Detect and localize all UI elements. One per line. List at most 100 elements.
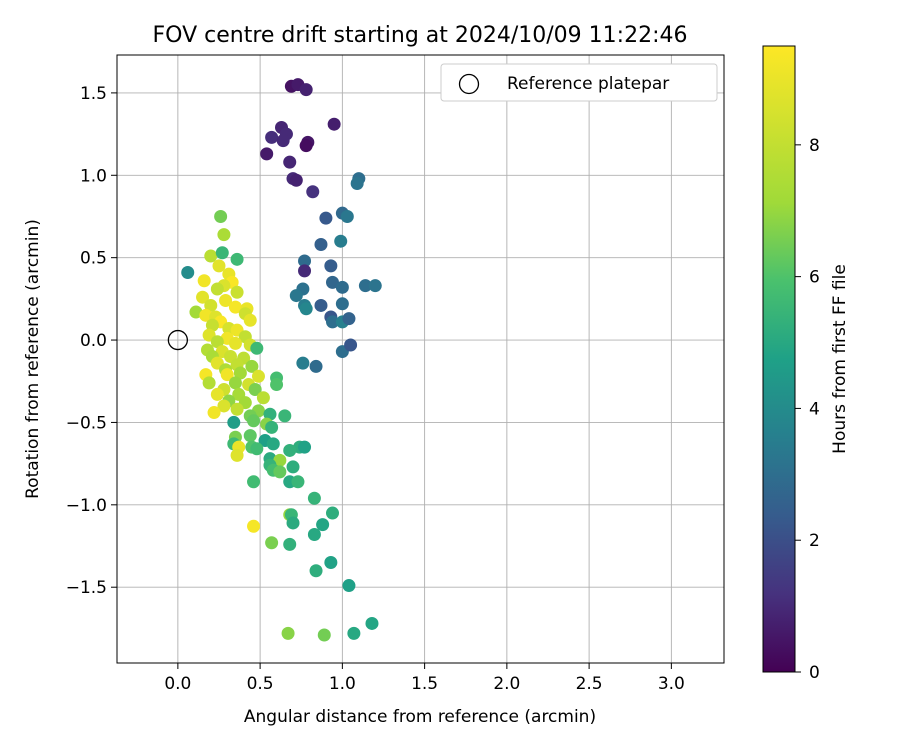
data-point-146 (342, 579, 356, 593)
data-point-134 (307, 491, 321, 505)
data-point-145 (309, 564, 323, 578)
data-point-25 (325, 275, 339, 289)
data-point-48 (230, 252, 244, 266)
data-point-42 (309, 359, 323, 373)
data-point-10 (260, 147, 274, 161)
chart-title: FOV centre drift starting at 2024/10/09 … (153, 23, 688, 48)
data-point-92 (228, 376, 242, 390)
data-point-140 (247, 519, 261, 533)
data-point-18 (340, 209, 354, 223)
data-point-105 (207, 406, 221, 420)
data-point-21 (314, 237, 328, 251)
data-point-58 (204, 298, 218, 312)
data-point-124 (230, 448, 244, 462)
data-point-66 (243, 313, 257, 327)
data-point-16 (350, 177, 364, 191)
colorbar-ticks: 0 2 4 6 8 (795, 136, 820, 683)
data-point-56 (196, 290, 210, 304)
data-point-26 (335, 280, 349, 294)
data-point-137 (325, 506, 339, 520)
data-point-107 (263, 407, 277, 421)
data-point-126 (273, 453, 287, 467)
data-point-94 (270, 378, 284, 392)
data-point-147 (281, 626, 295, 640)
data-point-32 (314, 298, 328, 312)
y-tick-label-4: 0.5 (80, 249, 107, 269)
data-point-57 (219, 294, 233, 308)
data-point-28 (368, 279, 382, 293)
data-point-103 (230, 402, 244, 416)
data-point-112 (265, 420, 279, 434)
data-point-31 (335, 297, 349, 311)
colorbar-tick-label-3: 6 (809, 268, 820, 288)
data-point-114 (243, 429, 257, 443)
data-point-9 (299, 139, 313, 153)
data-point-43 (181, 265, 195, 279)
data-point-51 (197, 274, 211, 288)
y-tick-label-5: 1.0 (80, 166, 107, 186)
data-point-109 (227, 415, 241, 429)
colorbar-tick-label-2: 4 (809, 399, 820, 419)
x-tick-label-0: 0.0 (164, 674, 191, 694)
data-point-59 (228, 300, 242, 314)
data-point-133 (247, 475, 261, 489)
data-point-102 (217, 399, 231, 413)
x-tick-label-3: 1.5 (411, 674, 438, 694)
data-point-130 (273, 465, 287, 479)
colorbar: 0 2 4 6 8 Hours from first FF file (762, 45, 850, 683)
data-point-45 (217, 228, 231, 242)
data-point-141 (307, 527, 321, 541)
data-point-142 (265, 536, 279, 550)
data-point-74 (228, 336, 242, 350)
y-tick-label-0: −1.5 (66, 578, 107, 598)
data-point-122 (298, 440, 312, 454)
data-point-123 (283, 443, 297, 457)
data-point-11 (283, 155, 297, 169)
data-point-24 (298, 264, 312, 278)
y-tick-label-6: 1.5 (80, 84, 107, 104)
data-point-150 (365, 616, 379, 630)
data-point-19 (319, 211, 333, 225)
y-axis-label: Rotation from reference (arcmin) (23, 219, 43, 499)
data-point-149 (347, 626, 361, 640)
data-point-128 (286, 460, 300, 474)
legend: Reference platepar (440, 63, 718, 102)
data-point-34 (299, 302, 313, 316)
y-tick-label-2: −0.5 (66, 413, 107, 433)
data-point-91 (202, 376, 216, 390)
data-point-14 (306, 185, 320, 199)
colorbar-tick-label-0: 0 (809, 663, 820, 683)
data-point-99 (256, 391, 270, 405)
colorbar-tick-label-4: 8 (809, 136, 820, 156)
data-point-78 (250, 341, 264, 355)
data-point-117 (266, 437, 280, 451)
colorbar-gradient (762, 45, 796, 673)
colorbar-tick-label-1: 2 (809, 531, 820, 551)
data-point-47 (215, 246, 229, 260)
data-point-36 (325, 315, 339, 329)
x-tick-label-5: 2.5 (576, 674, 603, 694)
data-point-96 (248, 382, 262, 396)
legend-entry-reference: Reference platepar (507, 74, 669, 94)
data-points (181, 78, 382, 642)
data-point-62 (199, 308, 213, 322)
x-tick-label-4: 2.0 (493, 674, 520, 694)
data-point-30 (289, 289, 303, 303)
data-point-132 (291, 475, 305, 489)
data-point-22 (298, 254, 312, 268)
data-point-73 (210, 335, 224, 349)
data-point-87 (233, 366, 247, 380)
data-point-144 (324, 555, 338, 569)
x-axis-ticks: 0.0 0.5 1.0 1.5 2.0 2.5 3.0 (164, 663, 685, 694)
data-point-38 (342, 312, 356, 326)
y-tick-label-3: 0.0 (80, 331, 107, 351)
data-point-20 (334, 234, 348, 248)
data-point-67 (205, 318, 219, 332)
data-point-55 (230, 285, 244, 299)
data-point-97 (210, 387, 224, 401)
data-point-13 (289, 173, 303, 187)
data-point-44 (214, 209, 228, 223)
data-point-110 (247, 414, 261, 428)
data-point-2 (299, 83, 313, 97)
